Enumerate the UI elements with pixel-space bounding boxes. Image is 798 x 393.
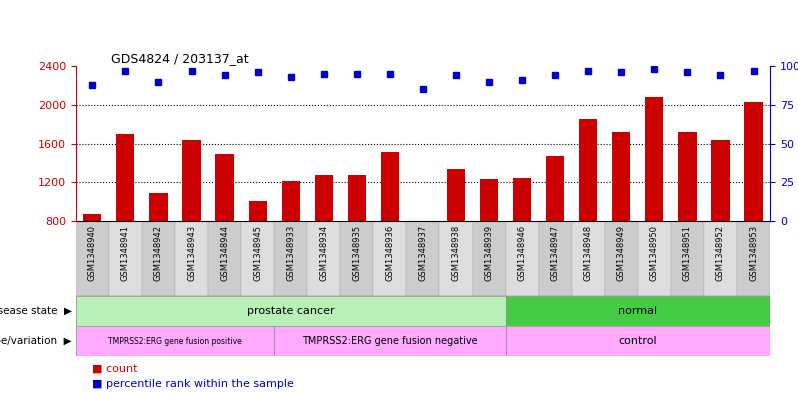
- Text: GSM1348936: GSM1348936: [385, 225, 394, 281]
- Bar: [275, 326, 506, 356]
- Bar: [506, 221, 539, 296]
- Text: GSM1348935: GSM1348935: [353, 225, 361, 281]
- Bar: [480, 179, 498, 221]
- Bar: [175, 221, 208, 296]
- Text: disease state  ▶: disease state ▶: [0, 306, 72, 316]
- Text: TMPRSS2:ERG gene fusion negative: TMPRSS2:ERG gene fusion negative: [302, 336, 478, 346]
- Text: GSM1348949: GSM1348949: [617, 225, 626, 281]
- Bar: [76, 326, 275, 356]
- Bar: [142, 221, 175, 296]
- Text: GSM1348938: GSM1348938: [452, 225, 460, 281]
- Text: GSM1348941: GSM1348941: [121, 225, 130, 281]
- Bar: [737, 221, 770, 296]
- Bar: [241, 221, 275, 296]
- Bar: [117, 134, 135, 221]
- Bar: [275, 221, 307, 296]
- Bar: [83, 214, 101, 221]
- Bar: [638, 221, 671, 296]
- Bar: [373, 221, 406, 296]
- Text: GSM1348948: GSM1348948: [584, 225, 593, 281]
- Bar: [183, 140, 200, 221]
- Text: control: control: [618, 336, 657, 346]
- Text: GSM1348946: GSM1348946: [518, 225, 527, 281]
- Bar: [472, 221, 506, 296]
- Bar: [282, 181, 300, 221]
- Bar: [539, 221, 571, 296]
- Text: GDS4824 / 203137_at: GDS4824 / 203137_at: [110, 52, 248, 65]
- Text: GSM1348944: GSM1348944: [220, 225, 229, 281]
- Bar: [307, 221, 340, 296]
- Text: GSM1348951: GSM1348951: [683, 225, 692, 281]
- Bar: [314, 175, 333, 221]
- Text: GSM1348950: GSM1348950: [650, 225, 659, 281]
- Text: GSM1348937: GSM1348937: [418, 225, 428, 281]
- Bar: [215, 154, 234, 221]
- Bar: [381, 152, 399, 221]
- Text: ■ count: ■ count: [92, 363, 137, 373]
- Bar: [406, 221, 440, 296]
- Text: ■ percentile rank within the sample: ■ percentile rank within the sample: [92, 379, 294, 389]
- Bar: [447, 169, 465, 221]
- Bar: [76, 221, 109, 296]
- Text: GSM1348947: GSM1348947: [551, 225, 559, 281]
- Bar: [149, 193, 168, 221]
- Bar: [704, 221, 737, 296]
- Bar: [248, 201, 267, 221]
- Bar: [506, 296, 770, 326]
- Bar: [76, 296, 506, 326]
- Bar: [678, 132, 697, 221]
- Bar: [711, 140, 729, 221]
- Bar: [506, 326, 770, 356]
- Text: prostate cancer: prostate cancer: [247, 306, 334, 316]
- Text: GSM1348943: GSM1348943: [187, 225, 196, 281]
- Bar: [340, 221, 373, 296]
- Text: TMPRSS2:ERG gene fusion positive: TMPRSS2:ERG gene fusion positive: [108, 336, 242, 345]
- Text: GSM1348953: GSM1348953: [749, 225, 758, 281]
- Text: GSM1348942: GSM1348942: [154, 225, 163, 281]
- Bar: [513, 178, 531, 221]
- Bar: [546, 156, 564, 221]
- Text: GSM1348933: GSM1348933: [286, 225, 295, 281]
- Text: genotype/variation  ▶: genotype/variation ▶: [0, 336, 72, 346]
- Bar: [671, 221, 704, 296]
- Bar: [745, 102, 763, 221]
- Text: GSM1348940: GSM1348940: [88, 225, 97, 281]
- Bar: [579, 119, 598, 221]
- Bar: [605, 221, 638, 296]
- Bar: [109, 221, 142, 296]
- Text: GSM1348934: GSM1348934: [319, 225, 328, 281]
- Bar: [208, 221, 241, 296]
- Text: GSM1348952: GSM1348952: [716, 225, 725, 281]
- Bar: [440, 221, 472, 296]
- Text: GSM1348939: GSM1348939: [484, 225, 493, 281]
- Text: normal: normal: [618, 306, 658, 316]
- Bar: [348, 175, 366, 221]
- Bar: [612, 132, 630, 221]
- Bar: [571, 221, 605, 296]
- Bar: [646, 97, 663, 221]
- Text: GSM1348945: GSM1348945: [253, 225, 262, 281]
